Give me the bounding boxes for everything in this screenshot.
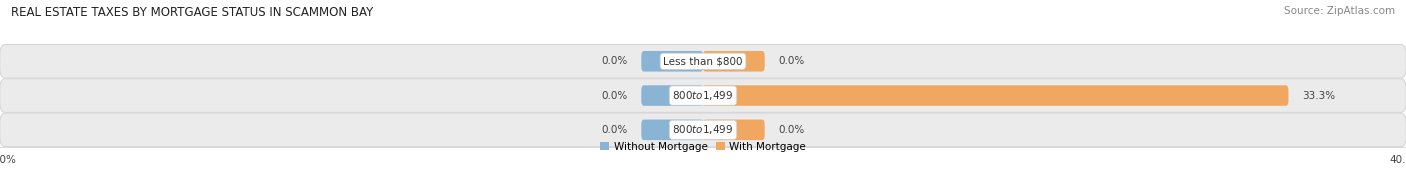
Text: 0.0%: 0.0% xyxy=(602,125,627,135)
Text: 33.3%: 33.3% xyxy=(1302,90,1336,101)
Text: 0.0%: 0.0% xyxy=(602,90,627,101)
FancyBboxPatch shape xyxy=(641,51,703,72)
FancyBboxPatch shape xyxy=(0,113,1406,147)
FancyBboxPatch shape xyxy=(703,51,765,72)
Text: 0.0%: 0.0% xyxy=(779,56,804,66)
FancyBboxPatch shape xyxy=(641,120,703,140)
Text: Less than $800: Less than $800 xyxy=(664,56,742,66)
Text: $800 to $1,499: $800 to $1,499 xyxy=(672,123,734,136)
Legend: Without Mortgage, With Mortgage: Without Mortgage, With Mortgage xyxy=(596,138,810,156)
Text: 0.0%: 0.0% xyxy=(779,125,804,135)
FancyBboxPatch shape xyxy=(0,79,1406,112)
FancyBboxPatch shape xyxy=(0,44,1406,78)
Text: REAL ESTATE TAXES BY MORTGAGE STATUS IN SCAMMON BAY: REAL ESTATE TAXES BY MORTGAGE STATUS IN … xyxy=(11,6,374,19)
FancyBboxPatch shape xyxy=(703,85,1288,106)
Text: $800 to $1,499: $800 to $1,499 xyxy=(672,89,734,102)
FancyBboxPatch shape xyxy=(641,85,703,106)
FancyBboxPatch shape xyxy=(703,120,765,140)
Text: 0.0%: 0.0% xyxy=(602,56,627,66)
Text: Source: ZipAtlas.com: Source: ZipAtlas.com xyxy=(1284,6,1395,16)
